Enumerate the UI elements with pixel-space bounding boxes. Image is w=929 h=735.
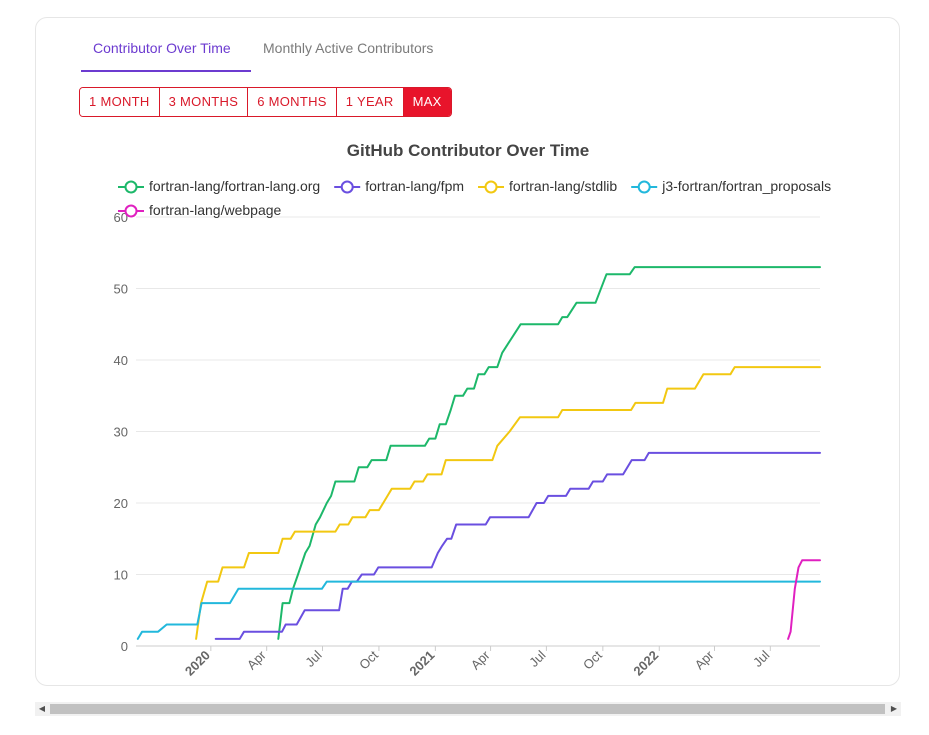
- x-tick-label: 2020: [182, 648, 213, 679]
- x-tick-label: Jul: [302, 647, 324, 669]
- range-6-months-button[interactable]: 6 MONTHS: [248, 88, 337, 116]
- x-tick-label: Apr: [692, 647, 717, 672]
- axes: 0 10 20 30 40 50 60 2020 Apr Jul Oct 2021 Apr Jul Oct 2…: [114, 210, 773, 679]
- legend-label: fortran-lang/fortran-lang.org: [149, 178, 320, 194]
- y-tick-label: 30: [114, 425, 128, 440]
- series-line[interactable]: [214, 451, 821, 640]
- legend-item[interactable]: fortran-lang/fortran-lang.org: [118, 178, 320, 194]
- y-tick-label: 0: [121, 639, 128, 654]
- series-line[interactable]: [195, 366, 821, 640]
- y-tick-label: 20: [114, 496, 128, 511]
- horizontal-scrollbar[interactable]: ◀ ▶: [35, 702, 901, 716]
- series-line[interactable]: [787, 559, 821, 640]
- range-max-button[interactable]: MAX: [403, 88, 451, 116]
- y-tick-label: 60: [114, 210, 128, 225]
- y-tick-label: 10: [114, 568, 128, 583]
- x-tick-label: Oct: [580, 647, 605, 672]
- legend-label: fortran-lang/fpm: [365, 178, 464, 194]
- scrollbar-thumb[interactable]: [50, 704, 885, 714]
- x-tick-label: 2022: [630, 648, 661, 679]
- chart-title: GitHub Contributor Over Time: [347, 141, 589, 160]
- tab-contributor-over-time[interactable]: Contributor Over Time: [93, 40, 231, 56]
- x-tick-label: Apr: [468, 647, 493, 672]
- legend-label: fortran-lang/stdlib: [509, 178, 617, 194]
- range-1-month-button[interactable]: 1 MONTH: [80, 88, 160, 116]
- legend-item[interactable]: fortran-lang/fpm: [334, 178, 464, 194]
- y-tick-label: 50: [114, 282, 128, 297]
- active-tab-indicator: [81, 70, 251, 72]
- x-tick-label: Jul: [750, 647, 772, 669]
- x-tick-label: Jul: [526, 647, 548, 669]
- legend-item[interactable]: j3-fortran/fortran_proposals: [631, 178, 831, 194]
- legend-marker: [124, 204, 138, 218]
- legend-item[interactable]: fortran-lang/webpage: [118, 202, 282, 218]
- scroll-right-arrow-icon[interactable]: ▶: [890, 704, 898, 713]
- range-1-year-button[interactable]: 1 YEAR: [336, 88, 404, 116]
- legend-label: fortran-lang/webpage: [149, 202, 282, 218]
- legend: fortran-lang/fortran-lang.org fortran-lan…: [118, 178, 831, 218]
- x-tick-label: Oct: [356, 647, 381, 672]
- legend-marker: [637, 180, 651, 194]
- scroll-left-arrow-icon[interactable]: ◀: [38, 704, 46, 713]
- legend-item[interactable]: fortran-lang/stdlib: [478, 178, 617, 194]
- time-range-selector: 1 MONTH 3 MONTHS 6 MONTHS 1 YEAR MAX: [79, 87, 452, 117]
- grid-lines: [136, 216, 820, 647]
- legend-marker: [484, 180, 498, 194]
- y-tick-label: 40: [114, 353, 128, 368]
- range-3-months-button[interactable]: 3 MONTHS: [159, 88, 249, 116]
- x-tick-label: Apr: [244, 647, 269, 672]
- series-line[interactable]: [277, 266, 821, 640]
- legend-label: j3-fortran/fortran_proposals: [661, 178, 831, 194]
- x-tick-label: 2021: [406, 648, 437, 679]
- series-line[interactable]: [136, 580, 821, 640]
- tab-monthly-active-contributors[interactable]: Monthly Active Contributors: [263, 40, 434, 56]
- series-lines: [136, 266, 821, 640]
- legend-marker: [340, 180, 354, 194]
- legend-marker: [124, 180, 138, 194]
